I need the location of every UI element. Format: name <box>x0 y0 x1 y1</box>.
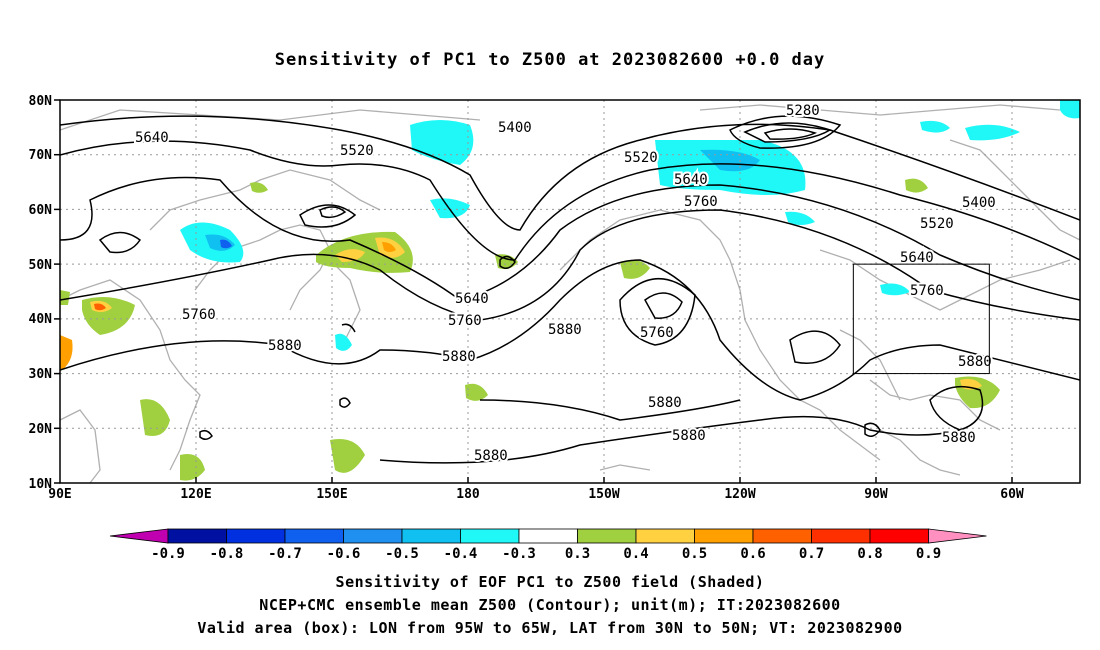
lon-tick-label: 120E <box>180 487 211 502</box>
lon-axis: 90E 120E 150E 180 150W 120W 90W 60W <box>48 487 1024 502</box>
contour-label: 5760 <box>910 283 944 299</box>
colorbar-segment <box>401 528 461 544</box>
colorbar-segment <box>460 528 520 544</box>
footer-line-3: Valid area (box): LON from 95W to 65W, L… <box>197 619 903 637</box>
lon-ticks <box>195 477 1013 483</box>
map-title: Sensitivity of PC1 to Z500 at 2023082600… <box>274 50 826 70</box>
contour-label: 5760 <box>182 307 216 323</box>
colorbar-segment <box>343 528 403 544</box>
contour-label: 5880 <box>958 354 992 370</box>
contour-labels: 5640 5520 5400 5280 5520 5640 5760 5400 … <box>133 101 998 466</box>
colorbar-max-arrow <box>928 528 987 544</box>
valid-area-box <box>852 263 990 375</box>
colorbar-segment <box>518 528 578 544</box>
contour-label: 5640 <box>135 130 169 146</box>
contour-label: 5400 <box>498 120 532 136</box>
lat-axis: 80N 70N 60N 50N 40N 30N 20N 10N <box>29 94 53 492</box>
lat-tick-label: 20N <box>29 422 53 437</box>
colorbar-label: 0.5 <box>682 546 707 562</box>
contour-label: 5880 <box>268 338 302 354</box>
colorbar-segment <box>284 528 344 544</box>
colorbar-segment <box>226 528 286 544</box>
colorbar-label: -0.5 <box>385 546 419 562</box>
lat-ticks <box>54 99 60 484</box>
contour-label: 5640 <box>455 291 489 307</box>
contour-label: 5880 <box>648 395 682 411</box>
contour-label: 5760 <box>640 325 674 341</box>
colorbar-segment <box>577 528 637 544</box>
colorbar-label: -0.4 <box>444 546 478 562</box>
lon-tick-label: 60W <box>1000 487 1024 502</box>
lat-tick-label: 50N <box>29 258 53 273</box>
lon-tick-label: 180 <box>456 487 480 502</box>
lon-tick-label: 150W <box>588 487 619 502</box>
colorbar-label: 0.3 <box>565 546 590 562</box>
colorbar-segment <box>694 528 754 544</box>
contour-label: 5760 <box>684 194 718 210</box>
colorbar-min-arrow <box>109 528 169 544</box>
lon-tick-label: 90E <box>48 487 71 502</box>
colorbar-segment <box>167 528 227 544</box>
colorbar: -0.9 -0.8 -0.7 -0.6 -0.5 -0.4 -0.3 0.3 0.4 0.5 0.6… <box>109 528 987 562</box>
colorbar-segment <box>869 528 929 544</box>
colorbar-segment <box>752 528 812 544</box>
colorbar-label: 0.4 <box>623 546 648 562</box>
contour-label: 5880 <box>548 322 582 338</box>
contour-label: 5640 <box>674 172 708 188</box>
contour-label: 5400 <box>962 195 996 211</box>
colorbar-label: 0.9 <box>916 546 941 562</box>
lat-tick-label: 30N <box>29 367 53 382</box>
colorbar-segment <box>635 528 695 544</box>
lat-tick-label: 70N <box>29 148 53 163</box>
contour-label: 5760 <box>448 313 482 329</box>
contour-label: 5880 <box>942 430 976 446</box>
z500-contours <box>60 115 1080 464</box>
contour-label: 5880 <box>442 349 476 365</box>
contour-label: 5880 <box>474 448 508 464</box>
colorbar-label: -0.9 <box>151 546 185 562</box>
coastlines <box>60 104 1080 483</box>
contour-label: 5520 <box>340 143 374 159</box>
colorbar-label: -0.6 <box>327 546 361 562</box>
lon-tick-label: 120W <box>724 487 755 502</box>
contour-label: 5640 <box>900 250 934 266</box>
lat-tick-label: 60N <box>29 203 53 218</box>
colorbar-label: -0.3 <box>502 546 536 562</box>
contour-label: 5280 <box>786 103 820 119</box>
colorbar-label: 0.8 <box>857 546 882 562</box>
colorbar-segment <box>811 528 871 544</box>
footer-line-1: Sensitivity of EOF PC1 to Z500 field (Sh… <box>335 573 765 591</box>
lat-tick-label: 10N <box>29 477 53 492</box>
lon-tick-label: 150E <box>316 487 347 502</box>
contour-label: 5520 <box>624 150 658 166</box>
colorbar-label: 0.7 <box>799 546 824 562</box>
lat-tick-label: 80N <box>29 94 53 109</box>
contour-label: 5520 <box>920 216 954 232</box>
map-frame <box>59 99 1081 484</box>
colorbar-label: 0.6 <box>740 546 765 562</box>
footer-line-2: NCEP+CMC ensemble mean Z500 (Contour); u… <box>259 596 841 614</box>
colorbar-label: -0.8 <box>210 546 244 562</box>
lon-tick-label: 90W <box>864 487 888 502</box>
colorbar-label: -0.7 <box>268 546 302 562</box>
lat-lon-grid <box>60 100 1080 483</box>
contour-label: 5880 <box>672 428 706 444</box>
lat-tick-label: 40N <box>29 312 53 327</box>
